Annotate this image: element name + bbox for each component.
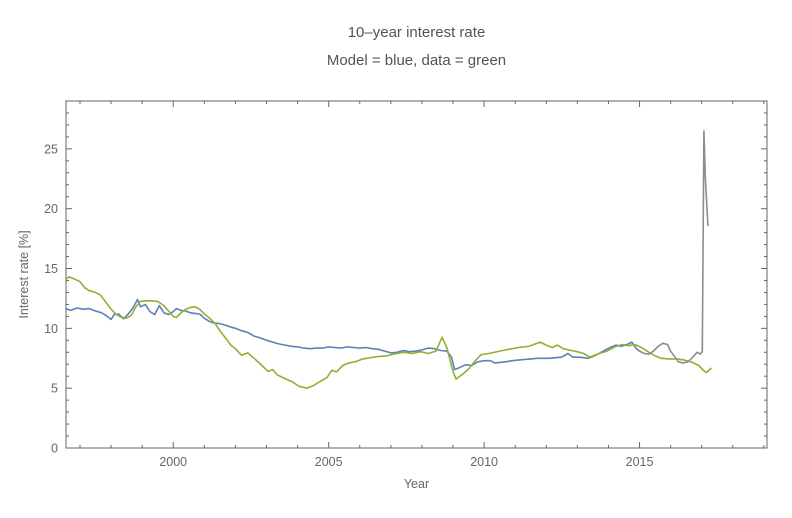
x-axis-label: Year (404, 477, 429, 491)
x-tick-label: 2015 (626, 455, 654, 469)
chart-subtitle: Model = blue, data = green (326, 52, 507, 69)
y-tick-label: 10 (44, 322, 58, 336)
y-tick-label: 20 (44, 202, 58, 216)
x-tick-label: 2005 (315, 455, 343, 469)
plot-frame (65, 100, 768, 449)
x-tick-label: 2000 (159, 455, 187, 469)
model-tail-line (638, 130, 709, 364)
chart-title: 10–year interest rate (347, 24, 486, 41)
y-axis-label: Interest rate [%] (17, 230, 31, 318)
y-tick-label: 5 (51, 382, 58, 396)
y-tick-label: 0 (51, 442, 58, 456)
y-tick-label: 25 (44, 142, 58, 156)
model-line (65, 298, 641, 371)
y-tick-label: 15 (44, 262, 58, 276)
data-line (65, 276, 712, 390)
x-tick-label: 2010 (470, 455, 498, 469)
